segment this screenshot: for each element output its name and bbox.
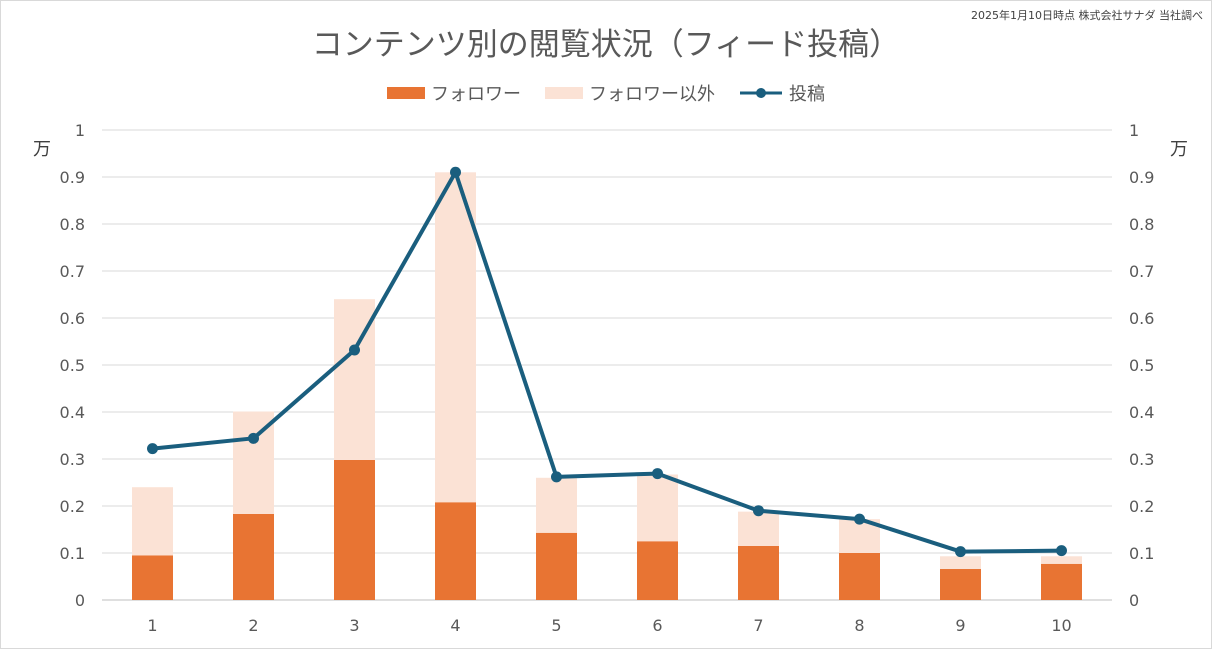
y-tick-label-right: 1 (1129, 121, 1139, 140)
y-tick-label-right: 0.3 (1129, 450, 1154, 469)
chart-title: コンテンツ別の閲覧状況（フィード投稿） (311, 27, 901, 63)
y-tick-label-right: 0.4 (1129, 403, 1154, 422)
point-posts (753, 505, 764, 517)
x-tick-label: 7 (753, 616, 763, 635)
y-tick-label-right: 0.7 (1129, 262, 1154, 281)
bar-non-followers (637, 474, 678, 542)
bar-followers (334, 459, 375, 600)
point-posts (450, 166, 461, 178)
bar-followers (1041, 563, 1082, 600)
y-axis-unit-right: 万 (1170, 139, 1188, 160)
point-posts (1056, 545, 1067, 557)
x-tick-label: 4 (450, 616, 460, 635)
legend-item-posts: 投稿 (739, 80, 825, 106)
bar-followers (637, 541, 678, 600)
point-posts (551, 471, 562, 483)
legend-item-followers: フォロワー (387, 80, 521, 106)
legend-label-non-followers: フォロワー以外 (589, 84, 715, 105)
line-posts (152, 170, 1062, 554)
point-posts (652, 468, 663, 480)
bar-followers (738, 545, 779, 600)
x-tick-label: 5 (551, 616, 561, 635)
y-tick-label-left: 0.1 (60, 544, 85, 563)
legend-label-followers: フォロワー (431, 84, 521, 105)
point-posts (854, 513, 865, 525)
y-tick-label-left: 0.5 (60, 356, 85, 375)
bar-non-followers (1041, 556, 1082, 564)
y-tick-label-left: 0.9 (60, 168, 85, 187)
y-tick-label-left: 0.7 (60, 262, 85, 281)
bar-followers (536, 532, 577, 600)
y-tick-label-left: 1 (75, 121, 85, 140)
y-tick-label-left: 0.8 (60, 215, 85, 234)
bar-followers (233, 513, 274, 600)
legend-swatch-non-followers (545, 87, 583, 99)
bar-non-followers (536, 477, 577, 533)
point-posts (955, 546, 966, 558)
point-posts (248, 432, 259, 444)
bar-non-followers (738, 511, 779, 546)
bar-followers (435, 502, 476, 600)
y-tick-label-right: 0.1 (1129, 544, 1154, 563)
bar-non-followers (435, 172, 476, 503)
bar-followers (839, 553, 880, 600)
source-note: 2025年1月10日時点 株式会社サナダ 当社調べ (971, 9, 1203, 22)
x-tick-label: 6 (652, 616, 662, 635)
y-axis-unit-left: 万 (33, 139, 51, 160)
bar-non-followers (940, 556, 981, 569)
x-tick-label: 1 (147, 616, 157, 635)
bar-followers (132, 555, 173, 600)
bar-followers (940, 568, 981, 600)
y-tick-label-left: 0 (75, 591, 85, 610)
y-tick-label-left: 0.3 (60, 450, 85, 469)
y-tick-label-right: 0.6 (1129, 309, 1154, 328)
x-tick-label: 3 (349, 616, 359, 635)
point-posts (147, 443, 158, 455)
point-posts (349, 344, 360, 356)
legend-item-non-followers: フォロワー以外 (545, 80, 715, 106)
y-tick-label-right: 0.2 (1129, 497, 1154, 516)
y-tick-label-right: 0.8 (1129, 215, 1154, 234)
y-tick-label-right: 0.9 (1129, 168, 1154, 187)
legend-label-posts: 投稿 (789, 84, 825, 105)
legend: フォロワー フォロワー以外 投稿 (1, 80, 1211, 106)
bar-non-followers (132, 487, 173, 556)
y-tick-label-right: 0.5 (1129, 356, 1154, 375)
y-tick-label-left: 0.2 (60, 497, 85, 516)
y-tick-label-left: 0.4 (60, 403, 85, 422)
x-tick-label: 8 (854, 616, 864, 635)
legend-swatch-followers (387, 87, 425, 99)
x-tick-label: 9 (955, 616, 965, 635)
x-tick-label: 2 (248, 616, 258, 635)
legend-swatch-posts (740, 88, 782, 98)
x-tick-label: 10 (1051, 616, 1071, 635)
y-tick-label-right: 0 (1129, 591, 1139, 610)
y-tick-label-left: 0.6 (60, 309, 85, 328)
